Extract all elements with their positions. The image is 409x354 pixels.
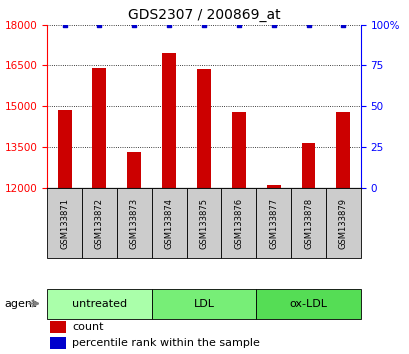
Point <box>235 22 242 28</box>
Bar <box>325 188 360 258</box>
Text: agent: agent <box>4 298 36 309</box>
Bar <box>151 289 256 319</box>
Bar <box>47 289 151 319</box>
Text: GSM133872: GSM133872 <box>95 198 103 249</box>
Text: percentile rank within the sample: percentile rank within the sample <box>72 338 259 348</box>
Point <box>200 22 207 28</box>
Bar <box>162 53 176 188</box>
Bar <box>117 188 151 258</box>
Title: GDS2307 / 200869_at: GDS2307 / 200869_at <box>127 8 280 22</box>
Bar <box>336 112 349 188</box>
Point <box>131 22 137 28</box>
Bar <box>221 188 256 258</box>
Point <box>166 22 172 28</box>
Bar <box>58 110 72 188</box>
Text: GSM133878: GSM133878 <box>303 198 312 249</box>
Point <box>339 22 346 28</box>
Point <box>96 22 103 28</box>
Bar <box>256 188 290 258</box>
Text: GSM133874: GSM133874 <box>164 198 173 249</box>
Bar <box>151 188 186 258</box>
Point <box>305 22 311 28</box>
Bar <box>290 188 325 258</box>
Bar <box>127 152 141 188</box>
Bar <box>50 321 66 333</box>
Point <box>61 22 68 28</box>
Point <box>270 22 276 28</box>
Bar <box>47 188 82 258</box>
Bar <box>266 185 280 188</box>
Bar <box>50 337 66 349</box>
Text: LDL: LDL <box>193 298 214 309</box>
Text: GSM133871: GSM133871 <box>60 198 69 249</box>
Bar <box>301 143 315 188</box>
Text: GSM133877: GSM133877 <box>269 198 277 249</box>
Bar <box>197 69 211 188</box>
Bar <box>186 188 221 258</box>
Bar <box>256 289 360 319</box>
Bar <box>82 188 117 258</box>
Bar <box>231 112 245 188</box>
Text: untreated: untreated <box>72 298 127 309</box>
Text: GSM133873: GSM133873 <box>130 198 138 249</box>
Bar <box>92 68 106 188</box>
Text: GSM133876: GSM133876 <box>234 198 243 249</box>
Text: GSM133879: GSM133879 <box>338 198 347 249</box>
Text: GSM133875: GSM133875 <box>199 198 208 249</box>
Text: ox-LDL: ox-LDL <box>289 298 327 309</box>
Text: count: count <box>72 322 103 332</box>
